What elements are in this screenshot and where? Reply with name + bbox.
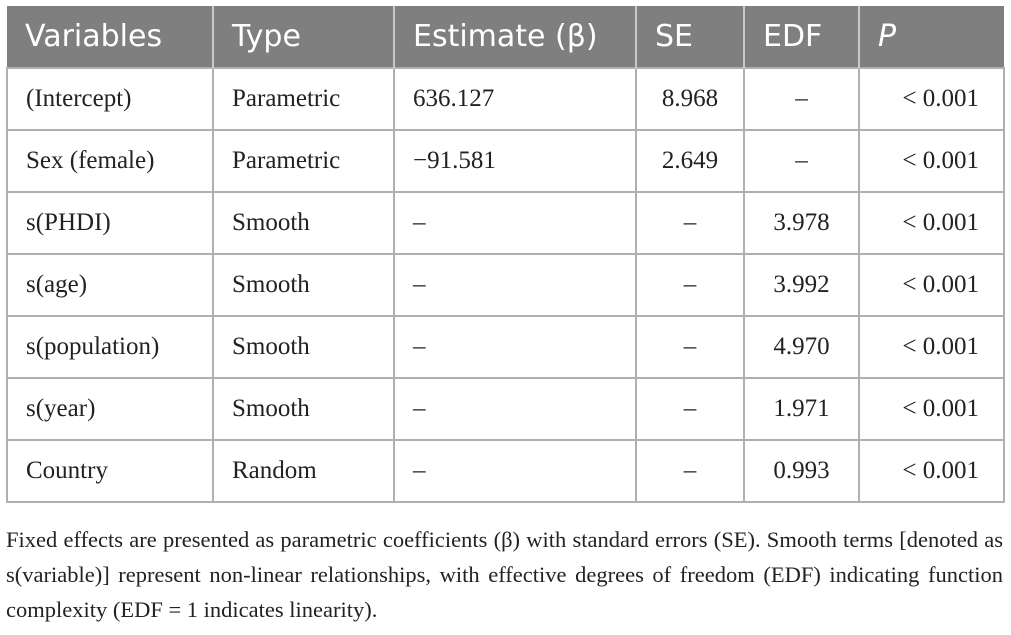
table-cell: –	[743, 67, 860, 131]
table-cell: –	[393, 315, 637, 379]
table-row: s(population) Smooth – –4.970 < 0.001	[6, 315, 1005, 379]
table-cell: Parametric	[212, 129, 395, 193]
table-cell: 0.993	[743, 439, 860, 503]
header-cell: SE	[635, 6, 744, 68]
results-table: Variables Type Estimate (β) SE EDF P (Interce…	[6, 6, 1005, 503]
table-cell: –	[393, 191, 637, 255]
table-cell: Random	[212, 439, 395, 503]
table-cell: 3.992	[743, 253, 860, 317]
table-cell: < 0.001	[858, 129, 1005, 193]
table-cell: s(PHDI)	[6, 191, 214, 255]
table-cell: < 0.001	[858, 253, 1005, 317]
table-row: s(PHDI) Smooth – –3.978 < 0.001	[6, 191, 1005, 255]
table-cell: < 0.001	[858, 67, 1005, 131]
table-cell: s(age)	[6, 253, 214, 317]
table-cell: Parametric	[212, 67, 395, 131]
table-cell: < 0.001	[858, 377, 1005, 441]
table-cell: Smooth	[212, 191, 395, 255]
caption: Fixed effects are presented as parametri…	[6, 527, 1003, 622]
header-cell: Type	[212, 6, 394, 68]
table-cell: < 0.001	[858, 315, 1005, 379]
table-cell: Smooth	[212, 253, 395, 317]
table-row: s(age) Smooth – –3.992 < 0.001	[6, 253, 1005, 317]
table-cell: –	[635, 315, 745, 379]
table-row: Sex (female) Parametric −91.581 2.649– < 0.0…	[6, 129, 1005, 193]
table-cell: s(year)	[6, 377, 214, 441]
table-cell: < 0.001	[858, 439, 1005, 503]
table-cell: (Intercept)	[6, 67, 214, 131]
table-body: (Intercept) Parametric 636.127 8.968– < 0.00…	[6, 67, 1005, 503]
table-row: (Intercept) Parametric 636.127 8.968– < 0.00…	[6, 67, 1005, 131]
table-cell: –	[743, 129, 860, 193]
table-cell: Country	[6, 439, 214, 503]
table-cell: 636.127	[393, 67, 637, 131]
table-cell: Smooth	[212, 315, 395, 379]
table-cell: −91.581	[393, 129, 637, 193]
table-cell: –	[635, 253, 745, 317]
header-cell: EDF	[743, 6, 859, 68]
table-cell: < 0.001	[858, 191, 1005, 255]
table-row: s(year) Smooth – –1.971 < 0.001	[6, 377, 1005, 441]
table-cell: –	[393, 253, 637, 317]
table-cell: Smooth	[212, 377, 395, 441]
header-row: Variables Type Estimate (β) SE EDF P	[7, 6, 1004, 68]
table-cell: Sex (female)	[6, 129, 214, 193]
table-cell: 1.971	[743, 377, 860, 441]
header-cell: Variables	[7, 6, 213, 68]
table-row: Country Random – –0.993 < 0.001	[6, 439, 1005, 503]
header-cell: P	[858, 6, 1004, 68]
table-cell: –	[635, 439, 745, 503]
table-cell: 3.978	[743, 191, 860, 255]
table-cell: 2.649	[635, 129, 745, 193]
table-cell: 4.970	[743, 315, 860, 379]
table-cell: 8.968	[635, 67, 745, 131]
table-cell: –	[393, 439, 637, 503]
header-cell: Estimate (β)	[393, 6, 636, 68]
table-cell: s(population)	[6, 315, 214, 379]
table-cell: –	[393, 377, 637, 441]
table-cell: –	[635, 191, 745, 255]
table-cell: –	[635, 377, 745, 441]
